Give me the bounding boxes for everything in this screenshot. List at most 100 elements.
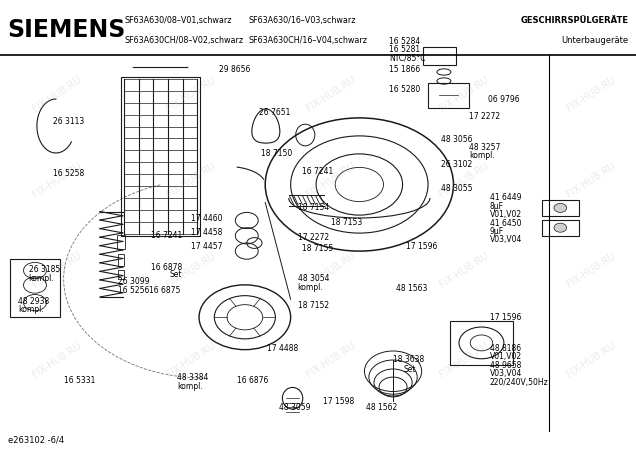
Text: FIX-HUB.RU: FIX-HUB.RU (31, 341, 83, 379)
Text: 48 3054: 48 3054 (298, 274, 329, 283)
Text: 15 1866: 15 1866 (389, 65, 420, 74)
Text: 26 3113: 26 3113 (53, 117, 84, 126)
Text: FIX-HUB.RU: FIX-HUB.RU (565, 75, 618, 114)
Text: FIX-HUB.RU: FIX-HUB.RU (165, 161, 217, 199)
Text: 18 7153: 18 7153 (331, 218, 362, 227)
Bar (542, 200, 579, 216)
Text: 18 7150: 18 7150 (261, 148, 292, 157)
Text: 17 1596: 17 1596 (490, 313, 521, 322)
Bar (542, 220, 579, 236)
Text: SIEMENS: SIEMENS (8, 18, 126, 42)
Text: 16 6875: 16 6875 (149, 286, 181, 295)
Text: 41 6450: 41 6450 (490, 219, 522, 228)
Text: 16 6878: 16 6878 (151, 263, 183, 272)
Text: 48 1563: 48 1563 (396, 284, 427, 293)
Text: 48 2938: 48 2938 (18, 297, 49, 306)
Text: Set: Set (170, 270, 183, 279)
Circle shape (554, 223, 567, 232)
Text: kompl.: kompl. (298, 283, 323, 292)
Text: FIX-HUB.RU: FIX-HUB.RU (165, 251, 217, 289)
Text: 17 4458: 17 4458 (191, 228, 222, 237)
Text: 16 5280: 16 5280 (389, 86, 420, 94)
Text: NTC/85°C: NTC/85°C (389, 53, 425, 62)
Text: kompl.: kompl. (177, 382, 202, 391)
Text: FIX-HUB.RU: FIX-HUB.RU (438, 341, 490, 379)
Text: 8μF: 8μF (490, 202, 504, 211)
Text: 17 2272: 17 2272 (298, 233, 329, 242)
Text: 16 7241: 16 7241 (151, 231, 183, 240)
Text: SF63A630CH/16–V04,schwarz: SF63A630CH/16–V04,schwarz (248, 36, 367, 45)
Text: FIX-HUB.RU: FIX-HUB.RU (305, 161, 357, 199)
Text: 26 7651: 26 7651 (259, 108, 291, 117)
Text: 17 4488: 17 4488 (267, 344, 298, 353)
Text: kompl.: kompl. (469, 151, 495, 160)
Text: FIX-HUB.RU: FIX-HUB.RU (31, 75, 83, 114)
Circle shape (554, 203, 567, 212)
Text: 220/240V,50Hz: 220/240V,50Hz (490, 378, 548, 387)
Text: V03,V04: V03,V04 (490, 235, 522, 244)
Text: FIX-HUB.RU: FIX-HUB.RU (438, 251, 490, 289)
Bar (427, 83, 469, 108)
Text: 17 1596: 17 1596 (406, 242, 437, 251)
Bar (10, 259, 60, 317)
Text: 48 3056: 48 3056 (441, 135, 473, 144)
Text: 16 5256: 16 5256 (118, 286, 149, 295)
Text: FIX-HUB.RU: FIX-HUB.RU (165, 75, 217, 114)
Bar (118, 270, 123, 279)
Bar (423, 47, 456, 65)
Text: FIX-HUB.RU: FIX-HUB.RU (565, 251, 618, 289)
Text: 48 3257: 48 3257 (469, 143, 501, 152)
Text: 16 5258: 16 5258 (53, 169, 84, 178)
Text: 16 5331: 16 5331 (64, 376, 95, 385)
Text: GESCHIRRSPÜLGERÄTE: GESCHIRRSPÜLGERÄTE (520, 16, 628, 25)
Text: 16 5281: 16 5281 (389, 45, 420, 54)
Text: FIX-HUB.RU: FIX-HUB.RU (438, 161, 490, 199)
Text: FIX-HUB.RU: FIX-HUB.RU (305, 75, 357, 114)
Text: SF63A630/16–V03,schwarz: SF63A630/16–V03,schwarz (248, 16, 356, 25)
Text: kompl.: kompl. (18, 305, 43, 314)
Text: SF63A630CH/08–V02,schwarz: SF63A630CH/08–V02,schwarz (124, 36, 243, 45)
Text: 29 8656: 29 8656 (219, 65, 251, 74)
Text: FIX-HUB.RU: FIX-HUB.RU (565, 341, 618, 379)
Text: FIX-HUB.RU: FIX-HUB.RU (31, 251, 83, 289)
Text: 16 7241: 16 7241 (302, 167, 333, 176)
Text: e263102 -6/4: e263102 -6/4 (8, 436, 64, 445)
Text: SF63A630/08–V01,schwarz: SF63A630/08–V01,schwarz (124, 16, 232, 25)
Text: 18 7152: 18 7152 (298, 301, 329, 310)
Text: kompl.: kompl. (29, 274, 54, 283)
Text: 06 9796: 06 9796 (488, 94, 520, 104)
Text: 17 4457: 17 4457 (191, 242, 223, 251)
Bar (118, 254, 124, 266)
Text: FIX-HUB.RU: FIX-HUB.RU (565, 161, 618, 199)
Text: 41 6449: 41 6449 (490, 194, 522, 202)
Text: V03,V04: V03,V04 (490, 369, 522, 378)
Text: 48 3055: 48 3055 (441, 184, 473, 193)
Text: 48 3059: 48 3059 (279, 403, 310, 412)
Text: Set: Set (404, 364, 417, 373)
Text: FIX-HUB.RU: FIX-HUB.RU (305, 341, 357, 379)
Text: 48 3384: 48 3384 (177, 374, 208, 382)
Text: 26 3102: 26 3102 (441, 160, 472, 169)
Text: 17 4460: 17 4460 (191, 214, 223, 223)
Text: V01,V02: V01,V02 (490, 210, 522, 219)
Bar (450, 321, 513, 365)
Text: 9μF: 9μF (490, 227, 504, 236)
Bar (117, 235, 125, 249)
Text: Unterbaugeräte: Unterbaugeräte (561, 36, 628, 45)
Text: FIX-HUB.RU: FIX-HUB.RU (165, 341, 217, 379)
Text: FIX-HUB.RU: FIX-HUB.RU (438, 75, 490, 114)
Text: 17 1598: 17 1598 (323, 397, 354, 406)
Text: 18 7154: 18 7154 (298, 203, 329, 212)
Text: 48 1562: 48 1562 (366, 403, 397, 412)
Text: 48 8186: 48 8186 (490, 344, 521, 353)
Text: FIX-HUB.RU: FIX-HUB.RU (305, 251, 357, 289)
Text: 26 3099: 26 3099 (118, 277, 149, 286)
Text: 16 5284: 16 5284 (389, 37, 420, 46)
Text: 17 2272: 17 2272 (469, 112, 501, 121)
Text: 18 7155: 18 7155 (302, 244, 333, 253)
Text: 26 3185: 26 3185 (29, 266, 60, 274)
Text: V01,V02: V01,V02 (490, 352, 522, 361)
Text: FIX-HUB.RU: FIX-HUB.RU (31, 161, 83, 199)
Text: 16 6876: 16 6876 (237, 376, 268, 385)
Text: 18 3638: 18 3638 (393, 356, 424, 364)
